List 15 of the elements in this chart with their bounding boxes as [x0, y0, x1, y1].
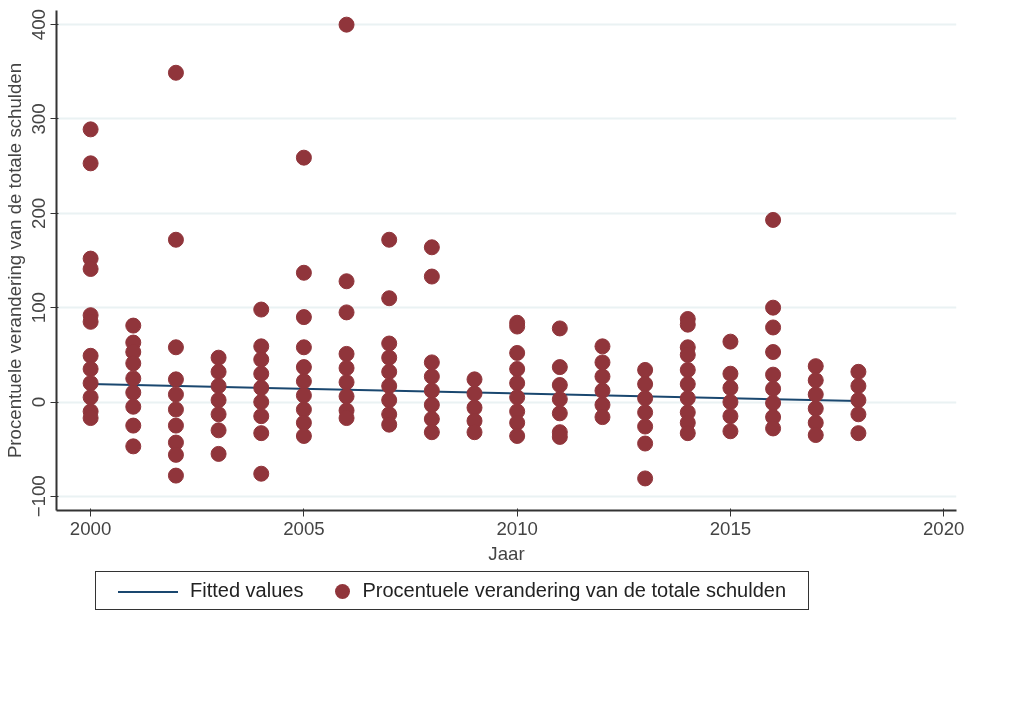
y-tick-label: 100	[28, 292, 50, 324]
y-tick-label: −100	[28, 475, 50, 518]
x-axis-title: Jaar	[488, 542, 525, 564]
legend-label: Procentuele verandering van de totale schulden	[362, 579, 787, 601]
x-tick-label: 2005	[283, 517, 325, 539]
y-tick-label: 300	[28, 103, 50, 135]
legend-label: Fitted values	[190, 579, 304, 601]
y-axis-title: Procentuele verandering van de totale schulden	[3, 62, 25, 459]
x-tick-label: 2000	[69, 517, 112, 539]
x-tick-label: 2015	[709, 517, 752, 539]
y-tick-label: 400	[28, 9, 50, 41]
y-tick-label: 0	[28, 396, 50, 408]
y-tick-label: 200	[28, 197, 50, 229]
x-tick-label: 2020	[922, 517, 965, 539]
x-tick-label: 2010	[496, 517, 538, 539]
